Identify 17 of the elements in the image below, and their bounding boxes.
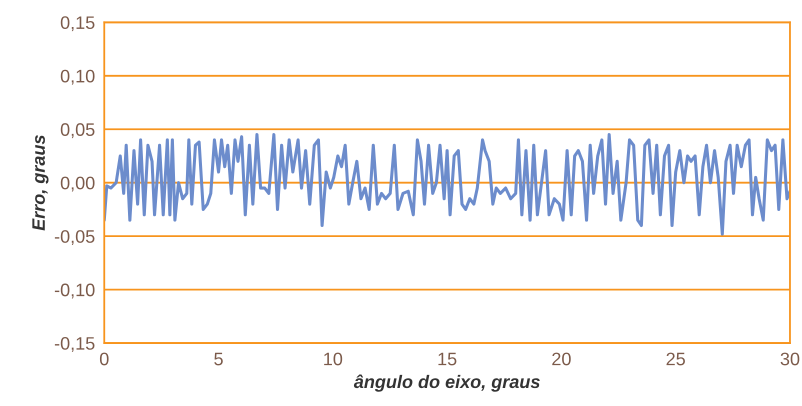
y-axis-title: Erro, graus bbox=[32, 135, 49, 231]
x-tick-label: 25 bbox=[666, 352, 685, 366]
x-tick-label: 15 bbox=[438, 352, 456, 366]
y-tick-label: -0,10 bbox=[54, 284, 95, 298]
y-tick-label: -0,05 bbox=[54, 230, 94, 246]
x-tick-label: 20 bbox=[552, 352, 571, 366]
line-series bbox=[104, 133, 790, 236]
y-tick-label: 0,15 bbox=[60, 16, 94, 32]
x-tick-label: 30 bbox=[780, 352, 800, 366]
y-tick-label: 0,00 bbox=[60, 176, 95, 192]
x-axis-title: ângulo do eixo, graus bbox=[354, 374, 540, 392]
y-tick-label: 0,05 bbox=[60, 123, 94, 138]
x-tick-label: 0 bbox=[100, 352, 109, 366]
y-tick-label: -0,15 bbox=[54, 337, 94, 352]
y-tick-label: 0,10 bbox=[60, 70, 95, 85]
x-tick-label: 5 bbox=[214, 352, 223, 366]
x-tick-label: 10 bbox=[324, 352, 342, 366]
